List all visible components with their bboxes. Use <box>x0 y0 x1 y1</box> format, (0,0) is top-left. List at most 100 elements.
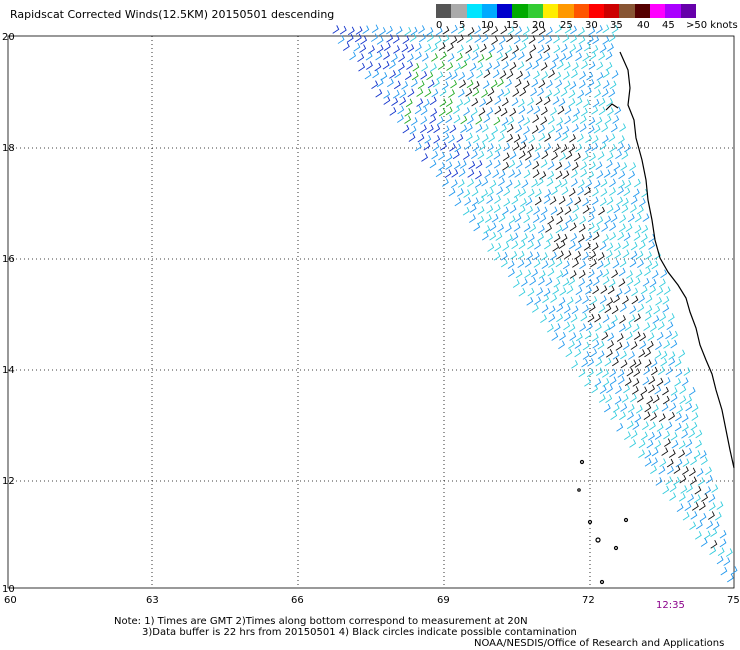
wind-barb <box>541 304 549 313</box>
wind-barb <box>478 142 486 151</box>
wind-barb <box>640 386 648 396</box>
wind-barb <box>547 161 555 170</box>
wind-barb <box>703 530 711 540</box>
wind-barb <box>650 412 657 421</box>
wind-barb <box>634 224 642 234</box>
wind-barb <box>581 60 588 70</box>
wind-barb <box>442 132 450 142</box>
wind-barb <box>426 27 434 36</box>
wind-barb <box>656 423 664 432</box>
wind-barb <box>471 187 479 197</box>
wind-barb <box>445 106 453 116</box>
wind-barb <box>463 107 470 116</box>
wind-barb <box>394 69 402 79</box>
credit-line: NOAA/NESDIS/Office of Research and Appli… <box>474 638 725 649</box>
wind-barb <box>494 96 502 105</box>
wind-barb <box>527 287 535 297</box>
wind-barb <box>613 294 620 304</box>
wind-barb <box>579 123 587 133</box>
wind-barb <box>560 88 568 97</box>
wind-barb <box>541 260 549 269</box>
wind-barb <box>661 447 669 456</box>
wind-barb <box>393 80 401 90</box>
wind-barb <box>498 36 506 45</box>
wind-barb <box>481 177 489 187</box>
wind-barb <box>540 159 548 168</box>
wind-barb <box>509 151 517 160</box>
wind-barb <box>523 117 531 126</box>
wind-barb <box>435 168 443 178</box>
wind-barb <box>630 250 638 260</box>
wind-barb <box>493 159 501 169</box>
wind-barb <box>397 105 405 115</box>
legend-swatch <box>665 4 681 18</box>
wind-barb <box>588 116 596 126</box>
wind-barb <box>549 61 557 71</box>
wind-barb <box>524 151 532 161</box>
wind-barb <box>675 412 682 422</box>
wind-barb <box>442 25 450 35</box>
wind-barb <box>553 87 561 97</box>
wind-barb <box>678 493 686 502</box>
wind-barb <box>561 268 569 278</box>
wind-barb <box>669 492 677 501</box>
wind-barb <box>695 520 703 530</box>
wind-barb <box>463 189 471 198</box>
wind-barb <box>456 99 464 108</box>
wind-barb <box>579 71 586 80</box>
wind-barb <box>498 170 506 179</box>
wind-barb <box>730 566 738 575</box>
wind-barb <box>598 304 606 313</box>
wind-barb <box>618 323 626 333</box>
wind-barb <box>520 135 528 144</box>
wind-barb <box>601 123 609 133</box>
wind-barb <box>494 143 502 153</box>
wind-barb <box>533 152 541 161</box>
wind-barb <box>450 24 458 34</box>
wind-barb <box>497 78 504 88</box>
wind-barb <box>518 287 526 297</box>
wind-barb <box>534 296 541 305</box>
wind-barb <box>564 161 571 170</box>
wind-barb <box>643 322 651 331</box>
legend-label-15: 15 <box>506 20 519 31</box>
wind-barb <box>408 133 416 142</box>
legend-swatch <box>481 4 498 18</box>
wind-barb <box>486 195 494 204</box>
wind-barb <box>555 79 563 89</box>
wind-barb <box>541 150 549 160</box>
wind-barb <box>608 321 616 330</box>
wind-barb <box>537 232 544 242</box>
wind-barb <box>644 458 652 467</box>
wind-barb <box>588 61 596 70</box>
wind-barb <box>636 250 644 260</box>
island-6 <box>613 545 619 551</box>
wind-barb <box>594 378 602 387</box>
wind-barb <box>501 52 509 62</box>
wind-barb <box>513 189 521 198</box>
wind-barb <box>693 450 701 459</box>
wind-barb <box>637 303 645 313</box>
wind-barb <box>601 223 609 232</box>
wind-barb <box>475 115 483 125</box>
wind-barb <box>626 270 633 279</box>
lon-label-72: 72 <box>582 595 595 606</box>
wind-barb <box>465 132 473 142</box>
wind-barb <box>493 151 501 160</box>
wind-barb <box>418 25 425 34</box>
wind-barb <box>375 88 383 98</box>
wind-barb <box>496 52 503 61</box>
wind-barb <box>645 305 653 314</box>
wind-barb <box>438 107 446 117</box>
wind-barb <box>691 502 699 511</box>
wind-barb <box>484 169 492 179</box>
wind-barb <box>489 222 497 232</box>
wind-barb <box>652 394 660 404</box>
wind-barb <box>404 115 412 124</box>
wind-barb <box>505 234 513 243</box>
wind-barb <box>511 240 519 250</box>
wind-barb <box>611 269 619 279</box>
wind-barb <box>481 89 488 98</box>
wind-barb <box>557 250 564 260</box>
wind-barb <box>568 340 575 349</box>
